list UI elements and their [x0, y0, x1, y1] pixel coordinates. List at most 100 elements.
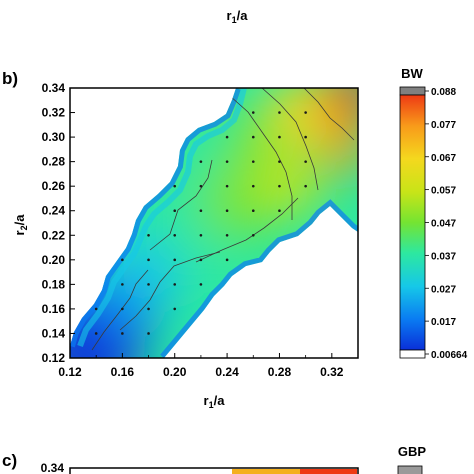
panel-c-heatmap-strip — [232, 469, 357, 474]
colorbar-tick-label: 0.037 — [431, 251, 456, 262]
sample-point — [251, 209, 255, 213]
sample-point — [121, 332, 124, 335]
colorbar-tick-label: 0.077 — [431, 120, 456, 131]
sample-point — [225, 233, 229, 237]
sample-point — [147, 258, 150, 262]
y-axis-ticks: 0.12 0.14 0.16 0.18 0.20 0.22 0.24 0.26 0.28 0.30… — [42, 81, 75, 365]
colorbar-tick-label: 0.047 — [431, 219, 456, 230]
colorbar-tick-label: 0.067 — [431, 153, 456, 164]
contour-line — [303, 88, 355, 141]
y-tick-label: 0.34 — [42, 81, 66, 95]
sample-point — [225, 135, 229, 139]
x-axis-ticks: 0.12 0.16 0.20 0.24 0.28 0.32 — [58, 353, 359, 379]
colorbar-tick-label: 0.088 — [431, 87, 456, 98]
panel-c-legend-title: GBP — [398, 444, 427, 459]
sample-point — [173, 258, 177, 262]
sample-point — [121, 258, 124, 262]
sample-point — [173, 283, 177, 286]
x-tick-label: 0.24 — [215, 365, 239, 379]
sample-point — [304, 184, 307, 188]
sample-point — [147, 332, 150, 335]
sample-point — [173, 307, 177, 311]
sample-point — [94, 307, 98, 311]
sample-point — [278, 209, 281, 213]
domain-edge — [70, 88, 241, 348]
panel-c-frame — [69, 467, 359, 474]
y-tick-label: 0.22 — [42, 228, 66, 242]
sample-point — [225, 209, 229, 213]
sample-point — [121, 307, 124, 311]
top-axis-label: r1/a — [227, 8, 249, 25]
heatmap-plot: 0.12 0.16 0.20 0.24 0.28 0.32 0.120.140.160.1… — [42, 81, 359, 379]
sample-point — [199, 209, 203, 213]
x-tick-label: 0.20 — [163, 365, 187, 379]
contour-line — [229, 95, 293, 220]
colorbar-tick-label: 0.00664 — [431, 350, 468, 361]
sample-point — [121, 283, 124, 286]
contour-line — [119, 251, 221, 331]
y-tick-label: 0.28 — [42, 155, 66, 169]
x-tick-label: 0.28 — [268, 365, 292, 379]
plot-frame — [69, 87, 359, 359]
x-tick-label: 0.32 — [320, 365, 344, 379]
x-tick-label: 0.12 — [58, 365, 82, 379]
sample-point — [304, 111, 307, 114]
sample-point — [278, 111, 281, 114]
sample-point — [225, 258, 229, 262]
panel-c-label: c) — [2, 451, 17, 470]
sample-point — [199, 283, 203, 286]
y-tick-label: 0.18 — [42, 277, 66, 291]
colorbar-overflow — [399, 86, 426, 96]
sample-point — [147, 233, 150, 237]
sample-point — [278, 135, 281, 139]
heatmap-field — [70, 88, 358, 358]
colorbar-underflow — [399, 349, 426, 359]
contour-line — [195, 197, 299, 263]
y-axis-label: r2/a — [12, 214, 29, 236]
x-axis-label: r1/a — [204, 393, 226, 410]
y-tick-label: 0.26 — [42, 179, 66, 193]
y-tick-label: 0.30 — [42, 130, 66, 144]
sample-point — [304, 135, 307, 139]
sample-point — [251, 160, 255, 163]
colorbar-title: BW — [401, 66, 423, 81]
contour-lines — [91, 88, 355, 351]
sample-point — [199, 184, 203, 188]
contour-line — [149, 159, 213, 251]
panel-b-label: b) — [2, 69, 18, 88]
y-tick-label: 0.20 — [42, 253, 66, 267]
y-tick-label: 0.16 — [42, 302, 66, 316]
sample-point — [225, 160, 229, 163]
sample-point — [278, 184, 281, 188]
sample-point — [251, 111, 255, 114]
panel-c-legend-swatch — [397, 465, 423, 474]
sample-point — [147, 307, 150, 311]
sample-point — [225, 184, 229, 188]
sample-point — [251, 233, 255, 237]
sample-point — [199, 258, 203, 262]
colorbar-tick-label: 0.057 — [431, 186, 456, 197]
sample-point — [199, 233, 203, 237]
sample-point — [278, 160, 281, 163]
colorbar-ticks: 0.088 0.077 0.067 0.057 0.047 0.037 0.027 0.017… — [425, 87, 468, 361]
sample-points — [94, 111, 307, 335]
sample-point — [173, 184, 177, 188]
y-tick-label: 0.12 — [42, 351, 66, 365]
x-tick-label: 0.16 — [111, 365, 135, 379]
colorbar-tick-label: 0.017 — [431, 317, 456, 328]
contour-line — [261, 88, 319, 191]
y-tick-label: 0.32 — [42, 106, 66, 120]
colorbar-gradient — [399, 94, 426, 351]
colorbar-tick-label: 0.027 — [431, 284, 456, 295]
panel-c-y-tick: 0.34 — [41, 461, 65, 474]
sample-point — [199, 160, 203, 163]
sample-point — [304, 160, 307, 163]
y-tick-label: 0.24 — [42, 204, 66, 218]
contour-line — [91, 269, 149, 351]
sample-point — [251, 184, 255, 188]
sample-point — [147, 283, 150, 286]
y-tick-label: 0.14 — [42, 326, 66, 340]
sample-point — [251, 135, 255, 139]
sample-point — [94, 332, 98, 335]
